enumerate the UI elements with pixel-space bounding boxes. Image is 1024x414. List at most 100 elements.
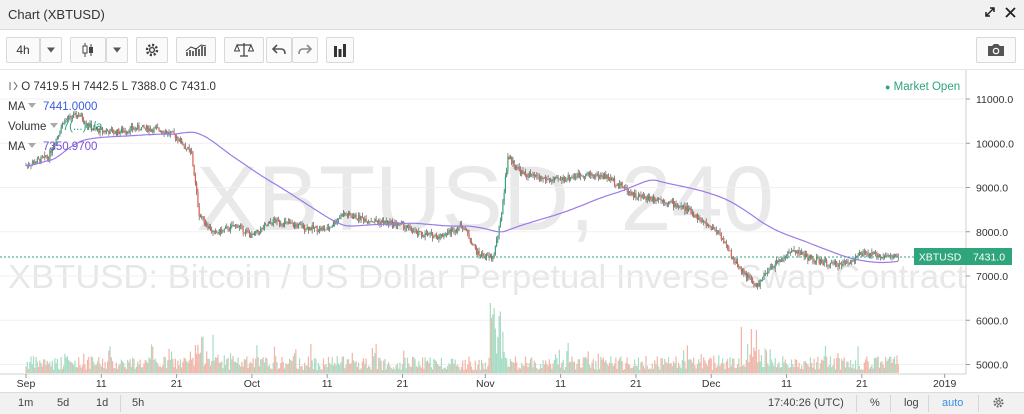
interval-button[interactable]: 4h — [6, 37, 40, 63]
volume-bar — [661, 357, 663, 373]
volume-bar — [881, 361, 883, 373]
indicators-button[interactable] — [176, 37, 216, 63]
candle-body — [605, 174, 607, 179]
volume-bar — [443, 367, 445, 373]
candle-body — [478, 250, 480, 256]
candle-body — [331, 225, 333, 227]
volume-bar — [703, 357, 705, 373]
candle-body — [462, 227, 464, 229]
candle-body — [295, 224, 297, 226]
bars-button[interactable] — [326, 37, 354, 63]
candle-body — [25, 165, 27, 167]
volume-bar — [568, 362, 571, 373]
popout-icon[interactable] — [982, 6, 998, 22]
volume-bar — [406, 357, 409, 373]
volume-bar — [435, 361, 437, 373]
volume-bar — [690, 359, 692, 373]
candle-body — [241, 225, 243, 227]
candle-body — [553, 177, 555, 181]
candle-body — [626, 187, 628, 192]
candle-body — [438, 236, 440, 239]
volume-bar — [529, 358, 532, 373]
volume-bar — [327, 356, 330, 373]
volume-bar — [651, 363, 653, 373]
candle-body — [31, 163, 33, 166]
time-axis[interactable]: Sep 11 21 Oct 11 21 Nov 11 21 Dec 11 21 2019 — [17, 374, 957, 390]
percent-toggle[interactable]: % — [870, 397, 880, 409]
volume-bar — [251, 363, 253, 373]
candle-body — [129, 127, 131, 133]
volume-bar — [882, 364, 884, 373]
candle-body — [562, 177, 564, 181]
chart-area[interactable]: XBTUSD, 240 XBTUSD: Bitcoin / US Dollar … — [0, 70, 1024, 392]
volume-bar — [364, 363, 366, 373]
price-axis[interactable]: 11000.0 10000.0 9000.0 8000.0 7000.0 6000.0 50… — [966, 94, 1014, 372]
candle-body — [34, 161, 36, 164]
candle-body — [371, 221, 373, 223]
undo-icon — [272, 44, 286, 55]
volume-bar — [39, 360, 41, 373]
candle-body — [449, 229, 451, 234]
candle-body — [389, 221, 391, 225]
axis-settings-button[interactable] — [992, 396, 1005, 412]
candle-body — [541, 176, 543, 180]
candle-body — [767, 271, 769, 274]
candle-body — [595, 175, 597, 178]
volume-bar — [246, 356, 248, 373]
volume-bar — [90, 356, 92, 373]
volume-bar — [669, 363, 671, 373]
undo-button[interactable] — [266, 37, 292, 63]
ma2-legend[interactable]: MA 7350.9700 — [8, 141, 97, 153]
volume-bar — [561, 362, 563, 373]
gear-icon — [145, 43, 159, 57]
range-1d[interactable]: 1d — [96, 397, 109, 409]
candle-body — [427, 233, 429, 236]
volume-bar — [832, 365, 834, 373]
volume-bar — [219, 362, 222, 373]
price-tick-label: 9000.0 — [976, 183, 1008, 195]
log-toggle[interactable]: log — [904, 397, 919, 409]
candle-body — [425, 232, 427, 236]
candle-body — [218, 229, 220, 234]
range-1m[interactable]: 1m — [18, 397, 34, 409]
range-5h[interactable]: 5h — [132, 397, 145, 409]
volume-bar — [256, 345, 258, 373]
candle-body — [428, 233, 430, 235]
auto-toggle[interactable]: auto — [942, 397, 964, 409]
compare-button[interactable] — [224, 37, 264, 63]
redo-button[interactable] — [292, 37, 318, 63]
volume-bar — [432, 369, 434, 373]
candle-body — [854, 255, 857, 262]
range-5d[interactable]: 5d — [57, 397, 70, 409]
candle-body — [489, 255, 491, 257]
candle-body — [821, 259, 823, 263]
price-chart[interactable]: XBTUSD, 240 XBTUSD: Bitcoin / US Dollar … — [0, 70, 1024, 392]
close-icon[interactable] — [1002, 6, 1018, 22]
candle-body — [528, 173, 530, 178]
volume-legend[interactable]: Volume 7(...)n/a — [8, 121, 102, 133]
ma1-legend[interactable]: MA 7441.0000 — [8, 101, 97, 113]
interval-dropdown[interactable] — [40, 37, 62, 63]
volume-bar — [616, 368, 618, 373]
volume-bar — [667, 357, 670, 373]
chart-type-button[interactable] — [70, 37, 106, 63]
chart-type-dropdown[interactable] — [106, 37, 128, 63]
candle-body — [669, 201, 671, 203]
volume-bar — [802, 369, 804, 373]
volume-bar — [831, 367, 833, 373]
candle-body — [586, 173, 588, 175]
volume-bar — [455, 365, 458, 373]
time-tick-label: 11 — [781, 378, 792, 390]
candle-body — [696, 214, 699, 220]
volume-bar — [280, 363, 282, 373]
snapshot-button[interactable] — [976, 37, 1016, 63]
candle-body — [306, 226, 308, 230]
candle-body — [548, 179, 550, 182]
settings-button[interactable] — [136, 37, 168, 63]
volume-bar — [286, 364, 288, 373]
candle-body — [188, 147, 190, 150]
candle-body — [556, 177, 558, 178]
volume-bar — [448, 363, 450, 373]
candle-body — [327, 227, 330, 230]
volume-bar — [411, 356, 414, 373]
